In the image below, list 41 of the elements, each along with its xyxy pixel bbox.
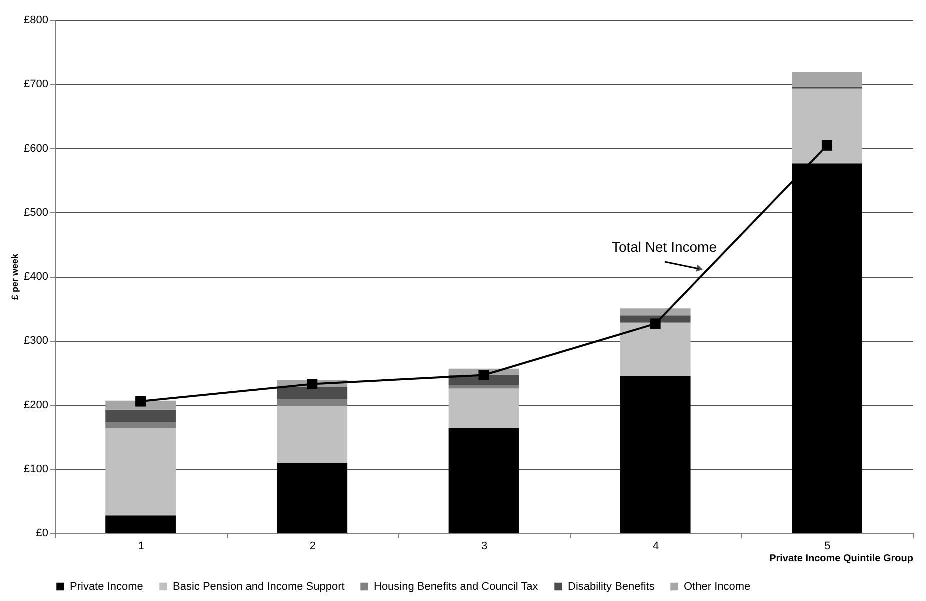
y-tick-label: £400 [24, 271, 48, 283]
legend-label: Basic Pension and Income Support [173, 580, 345, 593]
bar [277, 386, 348, 399]
y-tick-label: £0 [36, 528, 48, 540]
bar [106, 516, 176, 533]
bar [792, 89, 862, 164]
y-tick-label: £100 [24, 463, 48, 476]
bar [106, 422, 176, 428]
bar [792, 72, 862, 88]
y-tick-label: £800 [24, 14, 48, 26]
x-tick-label: 4 [653, 540, 660, 552]
legend-label: Housing Benefits and Council Tax [374, 580, 539, 593]
point [650, 318, 661, 330]
series-label: Total Net Income [612, 239, 718, 255]
x-tick-label: 1 [138, 540, 144, 552]
y-tick-label: £500 [24, 206, 48, 219]
bar [620, 308, 691, 316]
y-axis-title: £ per week [10, 252, 20, 300]
bar [277, 398, 348, 406]
bar [620, 323, 691, 376]
point [478, 370, 490, 380]
bar [106, 428, 176, 516]
x-axis-title: Private Income Quintile Group [770, 554, 914, 564]
bar [448, 386, 520, 389]
y-tick-label: £600 [24, 142, 48, 155]
bar [106, 410, 176, 422]
bar [620, 316, 691, 322]
x-tick-label: 3 [481, 540, 488, 552]
x-tick-label: 2 [310, 540, 316, 552]
bar [448, 388, 520, 428]
legend-label: Disability Benefits [568, 580, 656, 593]
point [136, 396, 146, 407]
point [307, 378, 318, 390]
point [822, 140, 832, 151]
y-tick-label: £200 [24, 399, 48, 412]
y-tick-label: £300 [24, 335, 48, 348]
legend-label: Private Income [70, 580, 144, 593]
y-tick-label: £700 [24, 78, 48, 91]
bar [277, 406, 348, 464]
legend-label: Other Income [684, 580, 751, 593]
x-tick-label: 5 [824, 540, 831, 552]
